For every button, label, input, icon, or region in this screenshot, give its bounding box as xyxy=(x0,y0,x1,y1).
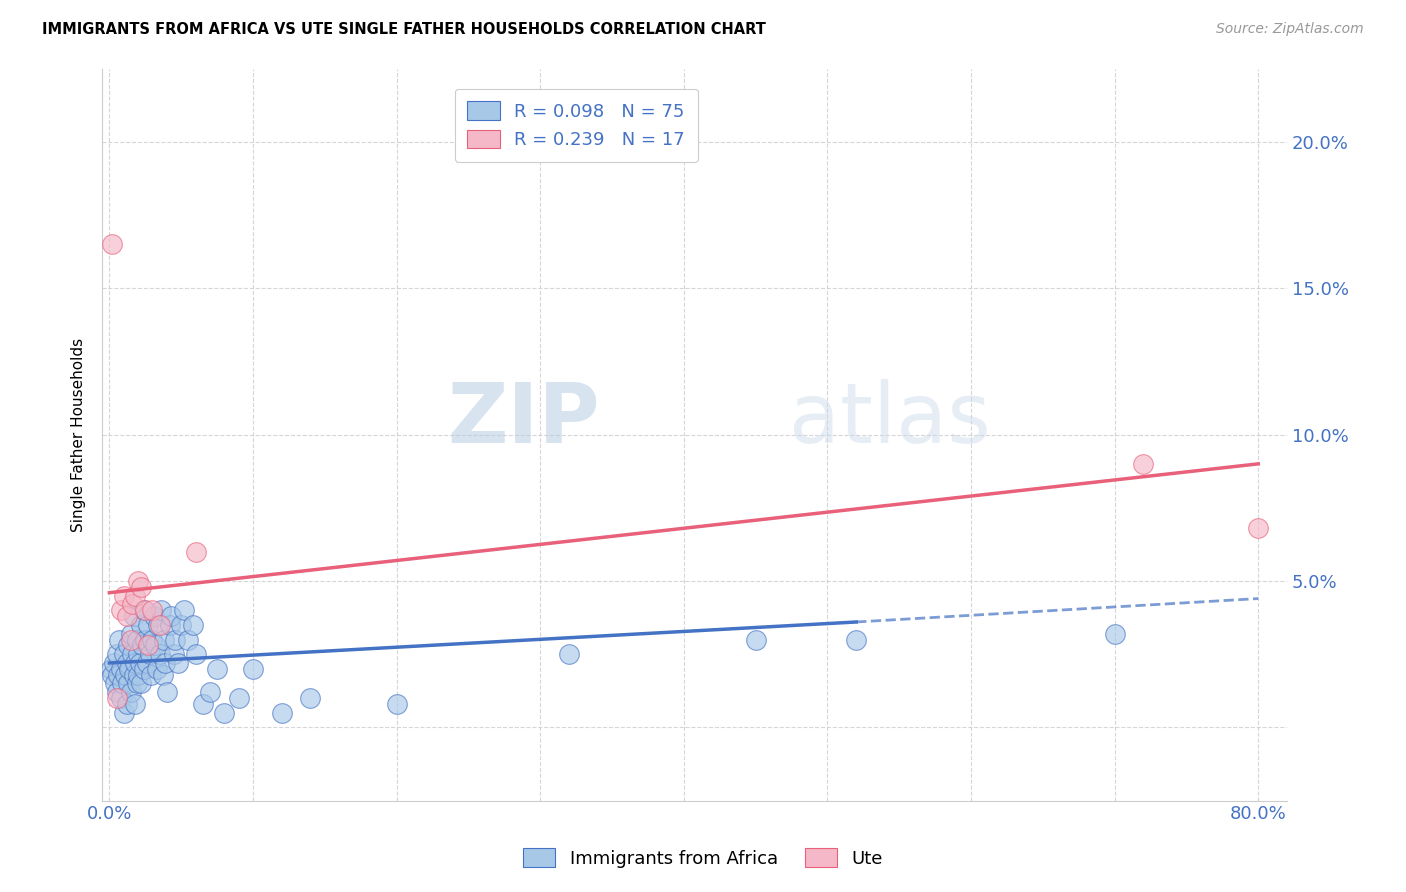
Point xyxy=(149,647,172,661)
Point xyxy=(127,574,149,588)
Point xyxy=(228,691,250,706)
Point xyxy=(105,691,128,706)
Point xyxy=(125,632,148,647)
Text: atlas: atlas xyxy=(789,379,991,460)
Point xyxy=(104,676,127,690)
Point xyxy=(115,697,138,711)
Point xyxy=(114,667,136,681)
Point xyxy=(141,603,163,617)
Point xyxy=(385,697,408,711)
Point xyxy=(120,626,142,640)
Point xyxy=(155,656,177,670)
Point xyxy=(205,662,228,676)
Point xyxy=(138,647,160,661)
Point xyxy=(191,697,214,711)
Point xyxy=(103,656,125,670)
Legend: R = 0.098   N = 75, R = 0.239   N = 17: R = 0.098 N = 75, R = 0.239 N = 17 xyxy=(454,88,697,161)
Point xyxy=(110,662,132,676)
Point xyxy=(120,632,142,647)
Point xyxy=(128,656,150,670)
Point xyxy=(132,662,155,676)
Point xyxy=(143,639,166,653)
Point xyxy=(270,706,292,720)
Text: IMMIGRANTS FROM AFRICA VS UTE SINGLE FATHER HOUSEHOLDS CORRELATION CHART: IMMIGRANTS FROM AFRICA VS UTE SINGLE FAT… xyxy=(42,22,766,37)
Text: ZIP: ZIP xyxy=(447,379,600,460)
Point xyxy=(112,589,135,603)
Point xyxy=(108,632,131,647)
Point xyxy=(153,632,176,647)
Point xyxy=(101,237,124,252)
Point xyxy=(131,639,153,653)
Point xyxy=(117,639,139,653)
Point xyxy=(112,647,135,661)
Point xyxy=(136,639,159,653)
Point xyxy=(105,647,128,661)
Point xyxy=(101,667,124,681)
Point xyxy=(1247,521,1270,535)
Point xyxy=(129,676,152,690)
Point xyxy=(845,632,868,647)
Point xyxy=(173,603,195,617)
Point xyxy=(1132,457,1154,471)
Point xyxy=(129,580,152,594)
Point xyxy=(118,662,141,676)
Legend: Immigrants from Africa, Ute: Immigrants from Africa, Ute xyxy=(512,838,894,879)
Point xyxy=(117,676,139,690)
Point xyxy=(170,618,193,632)
Point xyxy=(150,603,173,617)
Point xyxy=(165,632,187,647)
Point xyxy=(107,667,129,681)
Point xyxy=(111,676,134,690)
Point xyxy=(146,662,169,676)
Point xyxy=(122,609,145,624)
Point xyxy=(141,632,163,647)
Point xyxy=(121,647,143,661)
Point xyxy=(139,667,162,681)
Point xyxy=(198,685,221,699)
Point xyxy=(1104,626,1126,640)
Point xyxy=(124,589,146,603)
Point xyxy=(122,667,145,681)
Point xyxy=(156,685,179,699)
Point xyxy=(148,618,170,632)
Point xyxy=(214,706,236,720)
Point xyxy=(135,656,157,670)
Point xyxy=(159,618,181,632)
Point xyxy=(152,667,174,681)
Point xyxy=(184,545,207,559)
Point xyxy=(125,676,148,690)
Point xyxy=(100,662,122,676)
Point xyxy=(184,647,207,661)
Point xyxy=(121,598,143,612)
Point xyxy=(110,691,132,706)
Point xyxy=(127,667,149,681)
Point xyxy=(127,647,149,661)
Point xyxy=(177,632,200,647)
Point xyxy=(160,609,183,624)
Point xyxy=(167,656,190,670)
Point xyxy=(163,647,186,661)
Point xyxy=(105,685,128,699)
Point xyxy=(132,603,155,617)
Point xyxy=(129,618,152,632)
Point xyxy=(134,632,156,647)
Y-axis label: Single Father Households: Single Father Households xyxy=(72,337,86,532)
Point xyxy=(120,685,142,699)
Point xyxy=(181,618,204,632)
Text: Source: ZipAtlas.com: Source: ZipAtlas.com xyxy=(1216,22,1364,37)
Point xyxy=(136,618,159,632)
Point xyxy=(110,603,132,617)
Point xyxy=(242,662,264,676)
Point xyxy=(124,697,146,711)
Point xyxy=(112,706,135,720)
Point xyxy=(115,609,138,624)
Point xyxy=(558,647,581,661)
Point xyxy=(134,603,156,617)
Point xyxy=(115,656,138,670)
Point xyxy=(744,632,766,647)
Point xyxy=(142,609,165,624)
Point xyxy=(299,691,322,706)
Point xyxy=(124,656,146,670)
Point xyxy=(149,618,172,632)
